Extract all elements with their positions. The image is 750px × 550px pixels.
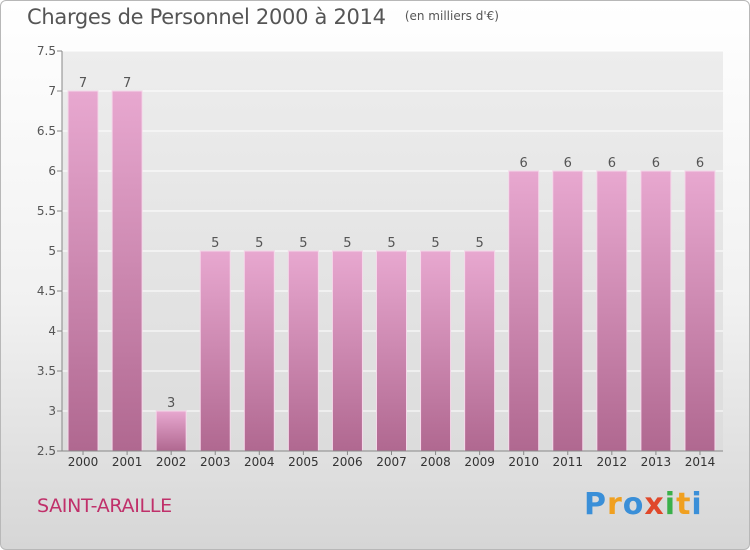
x-tick-label: 2000 xyxy=(68,455,99,469)
x-tick-label: 2009 xyxy=(464,455,495,469)
data-label: 3 xyxy=(167,396,175,411)
town-name: SAINT-ARAILLE xyxy=(37,495,172,517)
y-tick-label: 3 xyxy=(48,404,56,418)
logo-letter: P xyxy=(584,487,607,522)
y-tick-label: 7.5 xyxy=(37,44,56,58)
x-tick-label: 2003 xyxy=(200,455,231,469)
y-tick-label: 2.5 xyxy=(37,444,56,458)
data-label: 6 xyxy=(564,156,572,171)
logo-letter: i xyxy=(664,487,677,522)
data-label: 5 xyxy=(211,236,219,251)
x-tick-label: 2010 xyxy=(508,455,539,469)
bar-2014 xyxy=(684,170,716,452)
data-label: 6 xyxy=(696,156,704,171)
x-tick-label: 2006 xyxy=(332,455,363,469)
x-tick-label: 2011 xyxy=(552,455,583,469)
data-label: 6 xyxy=(608,156,616,171)
chart-title: Charges de Personnel 2000 à 2014 xyxy=(27,5,386,29)
x-tick-label: 2004 xyxy=(244,455,275,469)
bar-2010 xyxy=(508,170,540,452)
y-tick-label: 4 xyxy=(48,324,56,338)
data-label: 7 xyxy=(79,76,87,91)
proxiti-logo[interactable]: Proxiti xyxy=(584,487,703,522)
x-tick-label: 2001 xyxy=(112,455,143,469)
bar-2007 xyxy=(376,250,407,452)
bar-2012 xyxy=(596,170,628,452)
bar-2013 xyxy=(640,170,672,452)
bar-2000 xyxy=(67,90,99,452)
data-label: 5 xyxy=(431,236,439,251)
y-tick-label: 5.5 xyxy=(37,204,56,218)
bar-2006 xyxy=(331,250,363,452)
y-tick-label: 4.5 xyxy=(37,284,56,298)
bar-2008 xyxy=(420,250,452,452)
bar-2003 xyxy=(199,250,231,452)
y-tick-label: 7 xyxy=(48,84,56,98)
bars xyxy=(67,90,716,452)
y-tick-label: 3.5 xyxy=(37,364,56,378)
title-row: Charges de Personnel 2000 à 2014 (en mil… xyxy=(27,5,499,29)
x-tick-label: 2002 xyxy=(156,455,187,469)
y-tick-label: 6.5 xyxy=(37,124,56,138)
x-tick-label: 2013 xyxy=(641,455,672,469)
logo-letter: o xyxy=(622,487,645,522)
labels: 2.5 3 3.5 4 4.5 5 5.5 6 6.5 7 7.5 7 2000 7 2001 3 2002 5 2… xyxy=(37,44,715,469)
data-label: 6 xyxy=(652,156,660,171)
bar-2009 xyxy=(464,250,496,452)
bar-2004 xyxy=(243,250,275,452)
x-tick-label: 2007 xyxy=(376,455,407,469)
bar-2005 xyxy=(287,250,319,452)
y-tick-label: 6 xyxy=(48,164,56,178)
data-label: 5 xyxy=(299,236,307,251)
bar-2001 xyxy=(111,90,143,452)
logo-letter: r xyxy=(607,487,623,522)
logo-letter: t xyxy=(676,487,692,522)
y-tick-label: 5 xyxy=(48,244,56,258)
data-label: 5 xyxy=(387,236,395,251)
data-label: 5 xyxy=(343,236,351,251)
data-label: 7 xyxy=(123,76,131,91)
axes xyxy=(57,50,723,455)
data-label: 5 xyxy=(475,236,483,251)
logo-letter: x xyxy=(644,487,665,522)
logo-letter: i xyxy=(691,487,703,522)
x-tick-label: 2012 xyxy=(597,455,628,469)
data-label: 5 xyxy=(255,236,263,251)
chart-subtitle: (en milliers d'€) xyxy=(404,9,499,23)
x-tick-label: 2005 xyxy=(288,455,319,469)
bar-2011 xyxy=(552,170,584,452)
x-tick-label: 2014 xyxy=(685,455,716,469)
data-label: 6 xyxy=(520,156,528,171)
bar-2002 xyxy=(155,410,187,452)
x-tick-label: 2008 xyxy=(420,455,451,469)
